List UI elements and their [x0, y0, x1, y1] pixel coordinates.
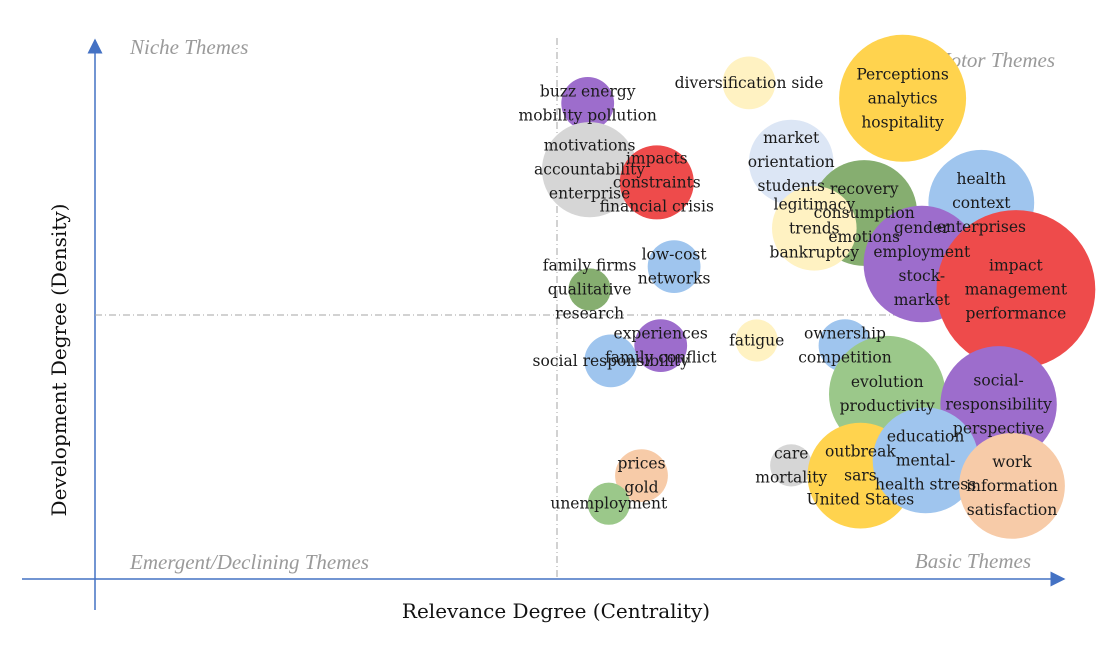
- theme-label: experiences: [614, 325, 708, 343]
- theme-bubble: [959, 433, 1065, 539]
- theme-label: students: [757, 177, 824, 195]
- theme-bubble: [647, 240, 701, 293]
- theme-label: family firms: [543, 257, 637, 275]
- theme-label: health stress: [875, 475, 976, 493]
- theme-label: impact: [989, 257, 1043, 275]
- theme-label: social responsibility: [533, 352, 690, 370]
- theme-label: unemployment: [550, 495, 668, 513]
- theme-label: trends: [789, 219, 840, 237]
- theme-label: evolution: [851, 373, 924, 391]
- theme-label: mortality: [755, 468, 827, 486]
- theme-label: education: [887, 427, 965, 445]
- quadrant-label-emergent: Emergent/Declining Themes: [129, 550, 369, 574]
- theme-label: fatigue: [729, 332, 784, 350]
- theme-bubble: [772, 186, 857, 271]
- theme-label: Perceptions: [856, 65, 949, 83]
- theme-label: gender: [894, 219, 950, 237]
- theme-label: mobility pollution: [519, 106, 657, 124]
- theme-bubble: [568, 268, 611, 311]
- theme-label: productivity: [840, 397, 935, 415]
- theme-label: bankruptcy: [770, 243, 860, 261]
- theme-label: ownership: [804, 325, 886, 343]
- theme-label: satisfaction: [967, 501, 1058, 519]
- theme-label: buzz energy: [540, 82, 636, 100]
- theme-label: qualitative: [548, 281, 632, 299]
- theme-label: analytics: [868, 89, 938, 107]
- theme-label: context: [952, 194, 1011, 212]
- theme-label: gold: [624, 479, 658, 497]
- theme-bubble: [542, 122, 638, 218]
- theme-label: family conflict: [605, 349, 717, 367]
- theme-label: employment: [873, 243, 971, 261]
- theme-label: hospitality: [861, 113, 944, 131]
- theme-label: performance: [966, 305, 1067, 323]
- theme-label: enterprise: [549, 185, 630, 203]
- theme-label: information: [966, 477, 1058, 495]
- theme-label: diversification side: [675, 74, 824, 92]
- theme-bubble: [619, 145, 694, 220]
- theme-bubble: [839, 34, 967, 162]
- theme-label: networks: [638, 270, 711, 288]
- theme-label: stock-: [899, 267, 946, 285]
- theme-label: accountability: [534, 161, 645, 179]
- theme-label: prices: [617, 455, 665, 473]
- theme-bubble: [561, 77, 615, 130]
- theme-label: enterprises: [937, 218, 1026, 236]
- theme-label: impacts: [626, 149, 688, 167]
- theme-label: perspective: [953, 419, 1044, 437]
- x-axis-title: Relevance Degree (Centrality): [402, 599, 710, 623]
- theme-label: low-cost: [642, 246, 708, 264]
- theme-bubble: [936, 210, 1096, 369]
- theme-bubble: [634, 319, 688, 372]
- theme-label: legitimacy: [774, 195, 856, 213]
- theme-label: consumption: [814, 204, 915, 222]
- theme-label: orientation: [748, 153, 835, 171]
- theme-bubble: [722, 56, 776, 110]
- theme-label: management: [965, 281, 1068, 299]
- theme-label: emotions: [828, 228, 900, 246]
- y-axis-title: Development Degree (Density): [47, 204, 71, 517]
- theme-label: market: [894, 291, 951, 309]
- theme-label: outbreak: [825, 443, 896, 461]
- theme-label: research: [555, 305, 624, 323]
- theme-label: competition: [798, 349, 892, 367]
- theme-label: health: [957, 170, 1007, 188]
- label-layer: buzz energy mobility pollution motivations…: [519, 65, 1068, 519]
- quadrant-label-niche: Niche Themes: [129, 35, 248, 59]
- theme-label: recovery: [830, 180, 899, 198]
- theme-label: financial crisis: [600, 197, 714, 215]
- theme-label: responsibility: [945, 395, 1052, 413]
- theme-bubble: [770, 444, 813, 487]
- theme-bubble: [587, 482, 630, 525]
- bubble-layer: [542, 34, 1096, 539]
- theme-bubble: [735, 319, 778, 362]
- theme-label: care: [774, 444, 809, 462]
- theme-label: mental-: [896, 451, 956, 469]
- theme-bubble: [584, 334, 638, 388]
- theme-label: sars: [844, 467, 877, 485]
- theme-bubble: [615, 449, 668, 502]
- theme-label: work: [992, 453, 1032, 471]
- theme-label: market: [763, 129, 820, 147]
- theme-label: motivations: [544, 137, 636, 155]
- theme-label: social-: [973, 371, 1023, 389]
- theme-label: constraints: [613, 173, 701, 191]
- theme-label: United States: [807, 491, 915, 509]
- theme-bubble: [872, 407, 979, 514]
- quadrant-label-basic: Basic Themes: [915, 549, 1031, 573]
- theme-bubble: [748, 119, 834, 205]
